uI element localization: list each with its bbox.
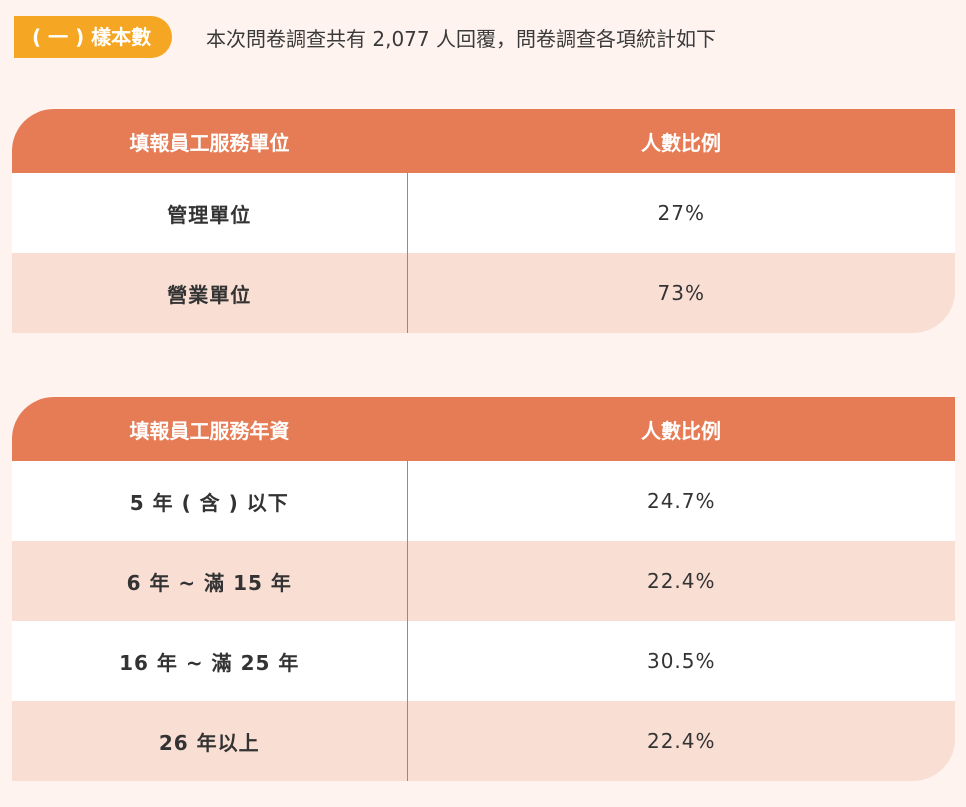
table-row: 26 年以上 22.4%: [12, 701, 955, 781]
row-value: 30.5%: [407, 621, 955, 701]
column-header-unit: 填報員工服務單位: [12, 109, 407, 173]
table-row: 6 年 ~ 滿 15 年 22.4%: [12, 541, 955, 621]
service-unit-table: 填報員工服務單位 人數比例 管理單位 27% 營業單位 73%: [12, 109, 955, 333]
table-row: 管理單位 27%: [12, 173, 955, 253]
table-row: 5 年 ( 含 ) 以下 24.7%: [12, 461, 955, 541]
row-label: 營業單位: [12, 253, 408, 333]
intro-text: 本次問卷調查共有 2,077 人回覆，問卷調查各項統計如下: [206, 26, 716, 51]
row-value: 73%: [407, 253, 955, 333]
row-label: 16 年 ~ 滿 25 年: [12, 621, 408, 701]
row-label: 管理單位: [12, 173, 408, 253]
section-header: ( 一 ) 樣本數 本次問卷調查共有 2,077 人回覆，問卷調查各項統計如下: [14, 16, 716, 58]
row-value: 22.4%: [407, 701, 955, 781]
row-label: 5 年 ( 含 ) 以下: [12, 461, 408, 541]
row-value: 27%: [407, 173, 955, 253]
row-label: 6 年 ~ 滿 15 年: [12, 541, 408, 621]
row-label: 26 年以上: [12, 701, 408, 781]
section-badge: ( 一 ) 樣本數: [14, 16, 172, 58]
column-header-ratio: 人數比例: [407, 397, 955, 461]
row-value: 24.7%: [407, 461, 955, 541]
column-header-ratio: 人數比例: [407, 109, 955, 173]
row-value: 22.4%: [407, 541, 955, 621]
table-row: 營業單位 73%: [12, 253, 955, 333]
table-header-row: 填報員工服務年資 人數比例: [12, 397, 955, 461]
column-header-tenure: 填報員工服務年資: [12, 397, 407, 461]
table-header-row: 填報員工服務單位 人數比例: [12, 109, 955, 173]
service-tenure-table: 填報員工服務年資 人數比例 5 年 ( 含 ) 以下 24.7% 6 年 ~ 滿…: [12, 397, 955, 781]
table-row: 16 年 ~ 滿 25 年 30.5%: [12, 621, 955, 701]
